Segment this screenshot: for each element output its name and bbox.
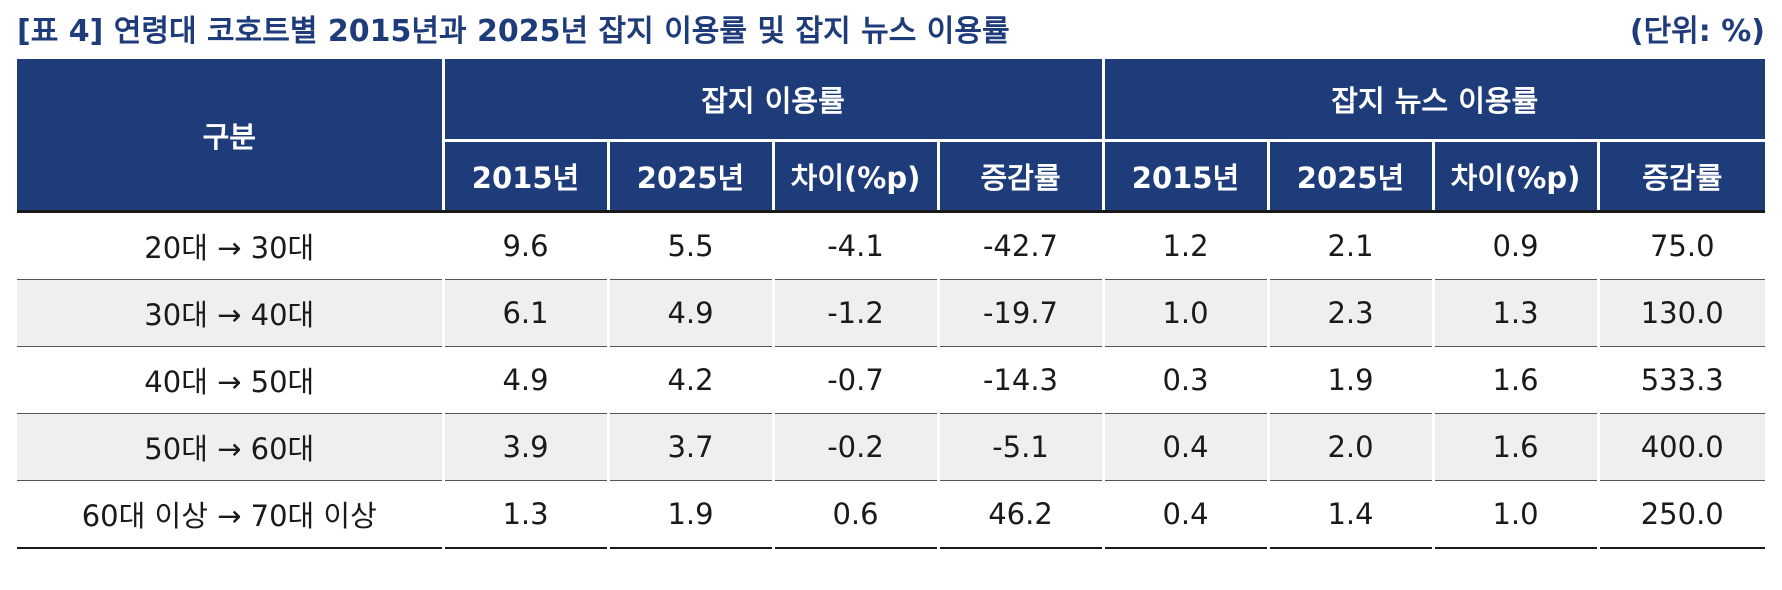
table-row: 30대 → 40대 6.1 4.9 -1.2 -19.7 1.0 2.3 1.3… bbox=[17, 279, 1766, 347]
table-cell: -14.3 bbox=[936, 346, 1105, 414]
table-cell: 2.3 bbox=[1266, 279, 1435, 347]
table-cell: 533.3 bbox=[1596, 346, 1766, 414]
table-cell: 5.5 bbox=[606, 211, 775, 280]
unit-note: (단위: %) bbox=[1629, 14, 1765, 49]
table-cell: 1.0 bbox=[1101, 279, 1270, 347]
table-cell: 0.6 bbox=[771, 480, 940, 549]
table-cell: 0.3 bbox=[1101, 346, 1270, 414]
table-cell: 0.4 bbox=[1101, 413, 1270, 481]
table-cell: 1.0 bbox=[1431, 480, 1600, 549]
table-cell: 1.3 bbox=[1431, 279, 1600, 347]
table-row: 60대 이상 → 70대 이상 1.3 1.9 0.6 46.2 0.4 1.4… bbox=[17, 480, 1766, 549]
document-page: [표 4] 연령대 코호트별 2015년과 2025년 잡지 이용률 및 잡지 … bbox=[17, 0, 1766, 590]
row-label: 50대 → 60대 bbox=[17, 413, 445, 481]
subheader-news-rate: 증감률 bbox=[1596, 140, 1766, 213]
table-cell: 6.1 bbox=[441, 279, 610, 347]
table-cell: 1.6 bbox=[1431, 346, 1600, 414]
table-cell: -0.7 bbox=[771, 346, 940, 414]
table-cell: 1.2 bbox=[1101, 211, 1270, 280]
header-group-magazine: 잡지 이용률 bbox=[441, 59, 1105, 142]
table-cell: -1.2 bbox=[771, 279, 940, 347]
table-cell: 1.4 bbox=[1266, 480, 1435, 549]
table-cell: 9.6 bbox=[441, 211, 610, 280]
table-row: 20대 → 30대 9.6 5.5 -4.1 -42.7 1.2 2.1 0.9… bbox=[17, 211, 1766, 280]
table-cell: 2.1 bbox=[1266, 211, 1435, 280]
table-body: 20대 → 30대 9.6 5.5 -4.1 -42.7 1.2 2.1 0.9… bbox=[17, 211, 1766, 549]
table-header: 구분 잡지 이용률 잡지 뉴스 이용률 2015년 2025년 차이(%p) 증… bbox=[17, 59, 1766, 213]
table-cell: 0.4 bbox=[1101, 480, 1270, 549]
row-label: 30대 → 40대 bbox=[17, 279, 445, 347]
table-cell: 250.0 bbox=[1596, 480, 1766, 549]
table-cell: 3.7 bbox=[606, 413, 775, 481]
table-cell: -42.7 bbox=[936, 211, 1105, 280]
table-cell: 1.9 bbox=[606, 480, 775, 549]
table-cell: 4.9 bbox=[606, 279, 775, 347]
subheader-magazine-2025: 2025년 bbox=[606, 140, 775, 213]
row-label: 20대 → 30대 bbox=[17, 211, 445, 280]
table-row: 50대 → 60대 3.9 3.7 -0.2 -5.1 0.4 2.0 1.6 … bbox=[17, 413, 1766, 481]
subheader-news-2025: 2025년 bbox=[1266, 140, 1435, 213]
table-cell: 46.2 bbox=[936, 480, 1105, 549]
table-cell: 4.9 bbox=[441, 346, 610, 414]
header-group-magazine-news: 잡지 뉴스 이용률 bbox=[1101, 59, 1766, 142]
subheader-news-diff: 차이(%p) bbox=[1431, 140, 1600, 213]
title-row: [표 4] 연령대 코호트별 2015년과 2025년 잡지 이용률 및 잡지 … bbox=[17, 8, 1765, 56]
row-label: 60대 이상 → 70대 이상 bbox=[17, 480, 445, 549]
table-cell: -19.7 bbox=[936, 279, 1105, 347]
table-title: [표 4] 연령대 코호트별 2015년과 2025년 잡지 이용률 및 잡지 … bbox=[17, 14, 1010, 49]
table-cell: 1.9 bbox=[1266, 346, 1435, 414]
table-cell: 75.0 bbox=[1596, 211, 1766, 280]
table-cell: 0.9 bbox=[1431, 211, 1600, 280]
table-cell: -5.1 bbox=[936, 413, 1105, 481]
table-cell: 1.6 bbox=[1431, 413, 1600, 481]
table-cell: 3.9 bbox=[441, 413, 610, 481]
subheader-magazine-2015: 2015년 bbox=[441, 140, 610, 213]
header-label: 구분 bbox=[17, 59, 445, 213]
table-cell: 2.0 bbox=[1266, 413, 1435, 481]
table-cell: -4.1 bbox=[771, 211, 940, 280]
subheader-magazine-rate: 증감률 bbox=[936, 140, 1105, 213]
subheader-news-2015: 2015년 bbox=[1101, 140, 1270, 213]
data-table: 구분 잡지 이용률 잡지 뉴스 이용률 2015년 2025년 차이(%p) 증… bbox=[17, 59, 1766, 549]
table-cell: 400.0 bbox=[1596, 413, 1766, 481]
table-cell: -0.2 bbox=[771, 413, 940, 481]
table-row: 40대 → 50대 4.9 4.2 -0.7 -14.3 0.3 1.9 1.6… bbox=[17, 346, 1766, 414]
table-cell: 4.2 bbox=[606, 346, 775, 414]
table-cell: 1.3 bbox=[441, 480, 610, 549]
table-cell: 130.0 bbox=[1596, 279, 1766, 347]
subheader-magazine-diff: 차이(%p) bbox=[771, 140, 940, 213]
row-label: 40대 → 50대 bbox=[17, 346, 445, 414]
